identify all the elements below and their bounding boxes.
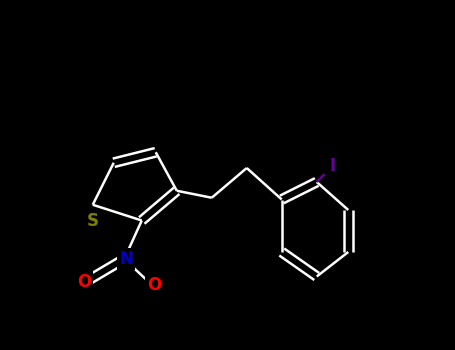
- Text: O: O: [77, 273, 91, 291]
- Text: I: I: [329, 157, 336, 175]
- Text: N: N: [119, 250, 133, 268]
- Text: O: O: [147, 276, 161, 294]
- Text: S: S: [87, 211, 99, 230]
